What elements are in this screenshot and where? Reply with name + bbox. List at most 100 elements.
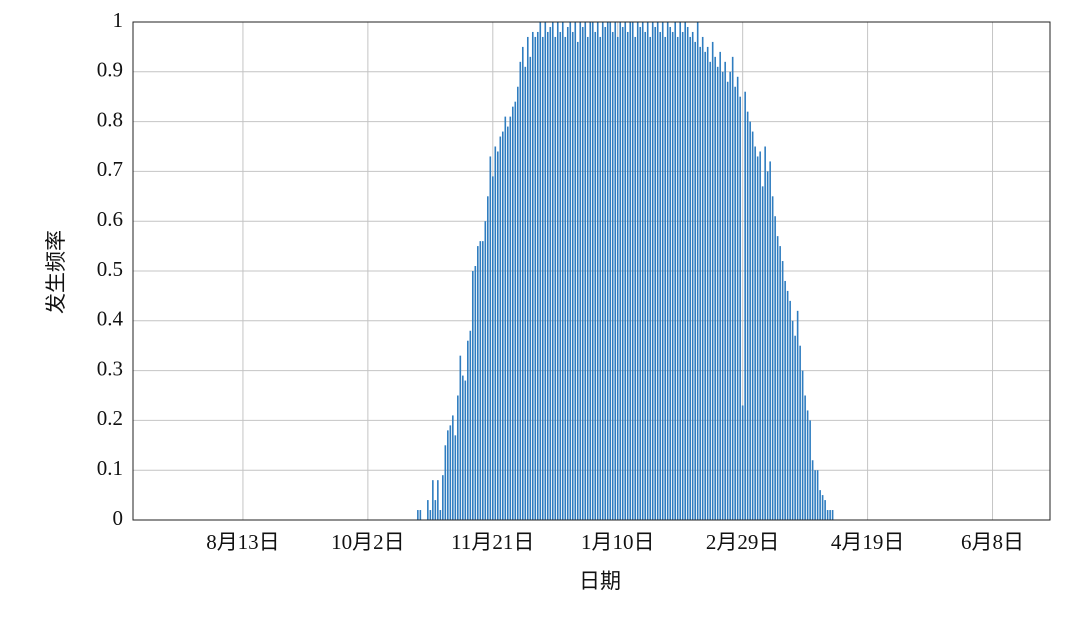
bar	[821, 495, 824, 520]
bar	[714, 56, 716, 521]
bar	[551, 22, 554, 520]
bar	[544, 22, 547, 520]
bar	[554, 36, 557, 520]
bar	[462, 375, 464, 520]
bar	[734, 86, 736, 521]
y-tick-label: 0.8	[97, 107, 123, 131]
bar	[464, 380, 467, 520]
bar	[439, 510, 442, 520]
bar	[761, 186, 764, 520]
bar	[427, 500, 429, 520]
bar	[744, 91, 746, 520]
bar	[467, 340, 469, 520]
bar	[511, 106, 514, 520]
bar	[809, 420, 811, 520]
bar	[626, 31, 629, 521]
bar	[759, 151, 761, 521]
bar	[604, 26, 607, 520]
bar	[799, 345, 801, 520]
bar	[444, 445, 447, 520]
bar	[664, 36, 667, 520]
bar	[724, 61, 726, 521]
bar	[452, 415, 454, 520]
bar	[764, 146, 766, 520]
bar	[631, 22, 634, 520]
bar	[674, 22, 677, 520]
y-tick-label: 0.4	[97, 307, 124, 331]
bar	[644, 31, 647, 521]
bar	[656, 22, 659, 520]
bar	[694, 41, 696, 521]
bar	[786, 290, 789, 520]
bar	[641, 22, 644, 520]
x-tick-label: 8月13日	[206, 530, 280, 554]
bar	[781, 261, 784, 520]
bar	[756, 156, 759, 520]
bar	[447, 430, 449, 520]
bar	[611, 31, 614, 521]
bar	[736, 76, 739, 520]
bar	[659, 31, 662, 521]
bar	[731, 56, 734, 521]
bar	[561, 22, 564, 520]
bar	[429, 510, 432, 520]
bar	[729, 71, 731, 521]
bar	[584, 22, 587, 520]
y-tick-label: 0.3	[97, 356, 123, 380]
bar	[497, 151, 499, 521]
bar	[419, 510, 422, 520]
bar	[726, 81, 729, 520]
bar	[591, 22, 594, 520]
bar	[472, 271, 474, 520]
bar	[539, 22, 542, 520]
bar	[671, 31, 674, 521]
y-tick-label: 0.2	[97, 406, 123, 430]
bar	[804, 395, 806, 520]
bar	[696, 22, 699, 520]
bar	[499, 136, 502, 521]
bar	[609, 22, 612, 520]
bar	[484, 221, 487, 520]
bar	[721, 71, 724, 521]
bar	[519, 61, 522, 521]
bar	[806, 410, 809, 520]
bar	[666, 22, 669, 520]
x-tick-label: 6月8日	[961, 530, 1024, 554]
bar	[776, 236, 779, 520]
bar	[531, 31, 534, 521]
bar	[716, 66, 719, 520]
bar	[826, 510, 829, 520]
bar	[606, 22, 609, 520]
bar	[506, 126, 509, 520]
y-tick-label: 0	[113, 506, 124, 530]
bar	[784, 280, 786, 520]
bar	[566, 26, 569, 520]
bar	[621, 26, 624, 520]
bar	[746, 111, 749, 520]
bar	[791, 320, 794, 520]
bar	[492, 176, 494, 520]
plot-frame	[132, 21, 1051, 521]
bar	[474, 266, 477, 520]
x-axis-title: 日期	[579, 569, 621, 593]
bar	[616, 36, 619, 520]
bar	[651, 22, 654, 520]
bar	[614, 22, 617, 520]
bar	[529, 56, 532, 521]
bar	[524, 66, 527, 520]
bar	[691, 31, 694, 521]
bar	[741, 405, 744, 520]
bar	[704, 51, 706, 520]
bar	[596, 22, 599, 520]
bar	[701, 36, 704, 520]
bar	[579, 22, 582, 520]
bar	[801, 370, 804, 520]
y-tick-label: 0.9	[97, 58, 123, 82]
bar	[811, 460, 814, 520]
bar	[636, 22, 639, 520]
bar	[649, 36, 652, 520]
bar	[624, 22, 627, 520]
y-tick-label: 0.5	[97, 257, 123, 281]
bar	[556, 22, 559, 520]
